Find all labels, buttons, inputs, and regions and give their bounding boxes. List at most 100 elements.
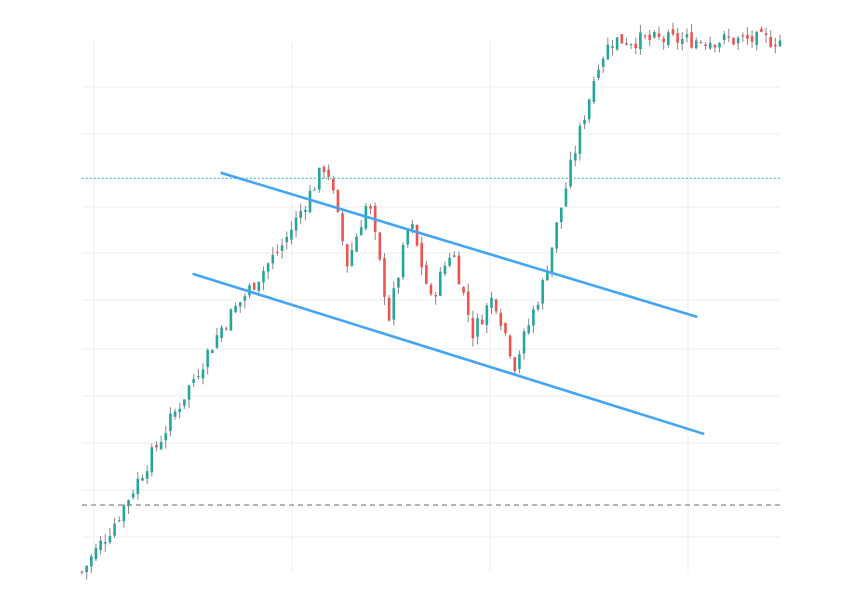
candle-up (197, 376, 200, 378)
candle-up (206, 350, 209, 368)
candle-up (178, 408, 182, 413)
candle-down (508, 335, 512, 357)
candle-up (592, 81, 596, 102)
candle-up (304, 209, 307, 212)
candle-up (169, 413, 172, 432)
candle-up (518, 354, 521, 370)
candle-down (750, 36, 754, 42)
candle-down (327, 169, 330, 177)
candle-up (532, 309, 535, 326)
candles (80, 22, 782, 580)
candle-down (504, 323, 507, 334)
candle-down (713, 44, 717, 48)
candle-up (587, 99, 591, 120)
candle-down (387, 297, 391, 321)
candle-up (522, 331, 526, 354)
candle-up (99, 540, 102, 551)
candle-down (732, 37, 735, 45)
candle-up (755, 31, 759, 45)
candle-down (457, 255, 461, 285)
candle-down (494, 299, 498, 312)
candle-up (257, 281, 261, 292)
candle-down (769, 36, 772, 47)
candle-up (443, 265, 447, 274)
candle-up (722, 34, 726, 41)
channel-lower-line (192, 272, 705, 435)
candle-down (704, 44, 707, 46)
candle-down (634, 43, 638, 49)
candle-down (415, 224, 419, 246)
candle-up (108, 535, 112, 543)
candle-up (159, 441, 163, 450)
candle-up (192, 379, 195, 384)
candle-up (452, 255, 456, 257)
candle-up (229, 309, 233, 331)
candle-up (266, 263, 270, 272)
candle-up (294, 217, 298, 231)
grid (82, 42, 780, 572)
candle-up (103, 542, 107, 544)
candle-up (141, 478, 144, 481)
candle-up (290, 229, 293, 240)
candle-up (615, 37, 619, 50)
candle-up (736, 37, 740, 44)
candle-down (425, 264, 428, 284)
candle-down (741, 35, 745, 37)
candle-down (224, 328, 228, 330)
candle-down (80, 571, 84, 573)
candle-up (308, 190, 312, 213)
candle-up (285, 236, 289, 243)
candle-down (383, 258, 386, 297)
candle-up (280, 245, 284, 251)
candle-up (318, 167, 321, 190)
candle-up (667, 32, 670, 46)
candle-down (378, 232, 382, 260)
candle-up (564, 188, 568, 207)
channel-upper-line (220, 171, 698, 318)
candle-up (601, 58, 605, 67)
candle-down (676, 33, 679, 43)
candle-up (85, 565, 88, 573)
candle-up (401, 244, 405, 278)
candle-up (90, 556, 93, 567)
candle-up (411, 224, 414, 230)
candle-down (331, 178, 335, 191)
candle-down (690, 32, 693, 48)
candle-down (336, 189, 340, 212)
candle-down (276, 251, 279, 253)
candle-up (150, 447, 154, 473)
candle-up (546, 271, 549, 281)
candle-down (625, 43, 628, 45)
candle-up (597, 69, 600, 78)
candle-up (573, 153, 577, 161)
horizontal-levels (82, 177, 780, 506)
candle-down (322, 166, 326, 173)
candle-up (541, 279, 544, 304)
candle-up (215, 335, 219, 348)
candle-down (671, 29, 675, 35)
candle-down (513, 357, 517, 372)
candle-down (774, 44, 777, 47)
candle-up (718, 42, 721, 48)
candle-up (183, 399, 186, 406)
candle-down (369, 206, 372, 209)
candle-down (620, 34, 624, 44)
candle-up (113, 523, 116, 536)
candle-up (527, 325, 531, 333)
candle-up (490, 297, 493, 308)
candle-up (201, 369, 205, 379)
candle-up (262, 271, 265, 283)
candle-up (210, 349, 214, 354)
candle-down (499, 312, 503, 326)
candle-up (680, 38, 684, 44)
candle-down (760, 28, 763, 32)
candle-up (578, 125, 582, 154)
candle-up (639, 32, 642, 50)
candle-up (299, 211, 303, 218)
candle-up (243, 296, 247, 301)
candle-down (764, 33, 768, 36)
candle-down (155, 445, 158, 448)
candle-up (271, 254, 275, 264)
candle-down (466, 291, 470, 315)
candle-up (359, 227, 363, 236)
